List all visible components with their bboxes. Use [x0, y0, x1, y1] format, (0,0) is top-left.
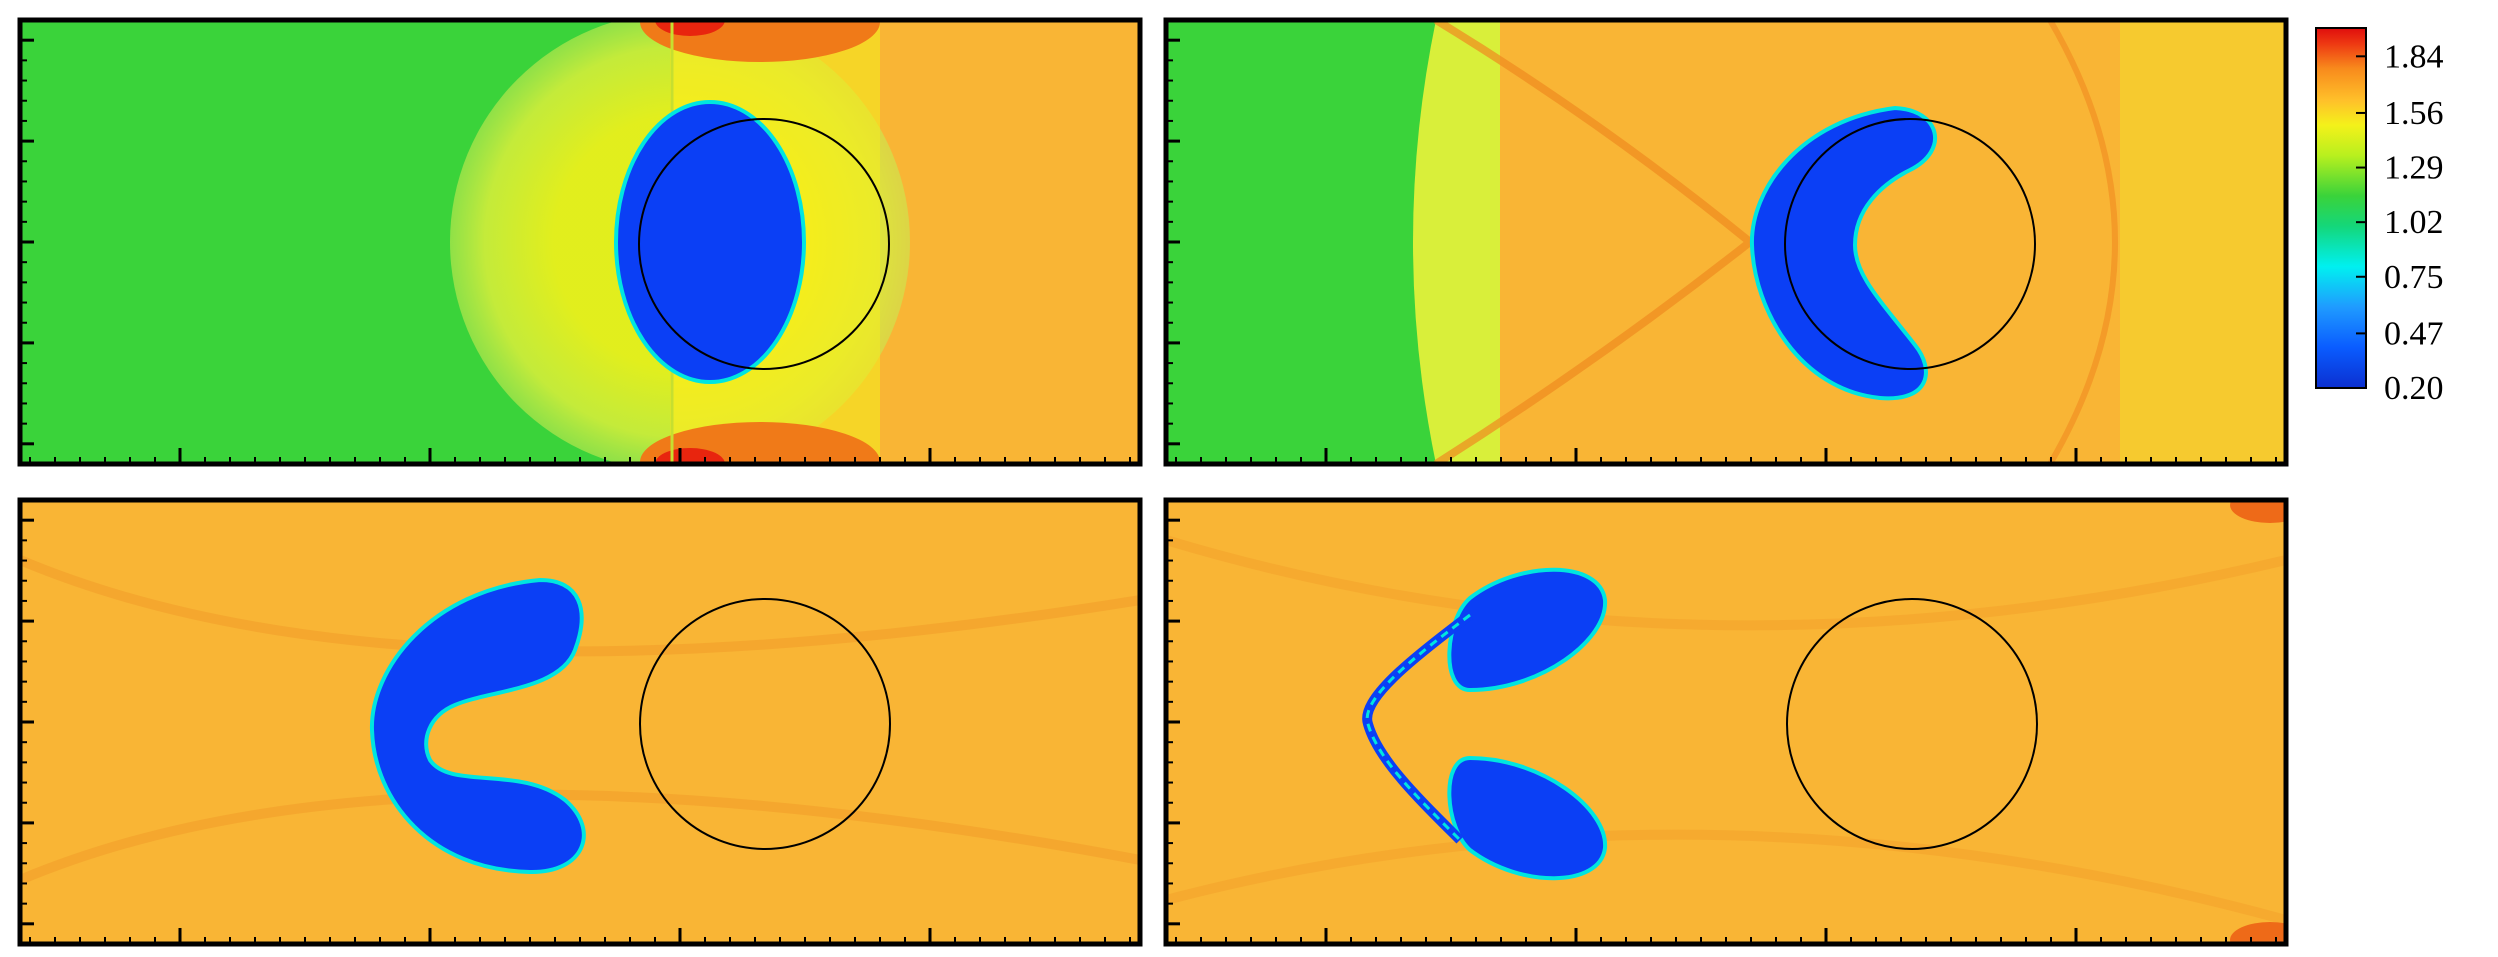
reference-circle: [638, 118, 890, 370]
colorbar-labels: 1.84 1.56 1.29 1.02 0.75 0.47 0.20: [2384, 38, 2444, 407]
bubble-vortex-lower: [1447, 755, 1608, 881]
colorbar: 1.84 1.56 1.29 1.02 0.75 0.47 0.20: [2315, 27, 2444, 407]
colorbar-label: 1.02: [2384, 204, 2444, 241]
shocked-region: [20, 500, 1140, 944]
wave-band: [1166, 829, 2286, 925]
ambient-region: [1166, 20, 1436, 464]
colorbar-label: 0.75: [2384, 259, 2444, 296]
reflected-wave: [2047, 20, 2118, 464]
shocked-region: [1166, 500, 2286, 944]
bubble-vortex-upper: [1447, 567, 1608, 693]
reference-circle: [1784, 118, 2036, 370]
hot-spot-corner: [2230, 500, 2286, 523]
colorbar-label: 1.56: [2384, 95, 2444, 132]
colorbar-label: 1.84: [2384, 38, 2444, 75]
wave-band: [1166, 535, 2286, 631]
panel-a: [17, 17, 1143, 467]
panel-c: [17, 497, 1143, 947]
transmitted-shock-band: [1413, 20, 1500, 464]
right-yellow-band: [2120, 20, 2286, 464]
bubble-lens: [614, 100, 806, 384]
bubble-horseshoe: [369, 577, 586, 875]
colorbar-ticks: [2356, 55, 2366, 389]
colorbar-label: 0.20: [2384, 370, 2444, 407]
colorbar-label: 0.47: [2384, 315, 2444, 352]
colorbar-scale: [2315, 27, 2367, 389]
panel-d: [1163, 497, 2289, 947]
hot-spot-corner: [2230, 922, 2286, 944]
reference-circle: [1786, 598, 2038, 850]
axis-ticks: [20, 38, 2277, 945]
bubble-filament-edge: [1365, 613, 1471, 842]
bubble-kidney: [1749, 105, 1938, 401]
panel-b: [1163, 17, 2289, 467]
reference-circle: [639, 598, 891, 850]
colorbar-label: 1.29: [2384, 150, 2444, 187]
